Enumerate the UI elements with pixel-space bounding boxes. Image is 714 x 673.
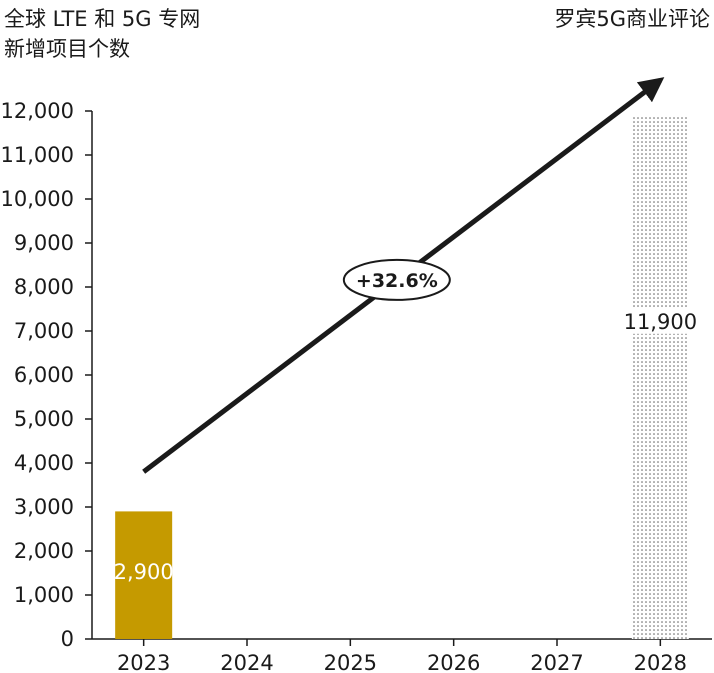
chart-title: 全球 LTE 和 5G 专网 新增项目个数 — [4, 4, 200, 64]
bar-value-label: 2,900 — [114, 560, 174, 584]
bar-value-label: 11,900 — [624, 310, 697, 334]
y-tick-label: 0 — [61, 627, 74, 651]
actual-bar — [115, 511, 173, 639]
y-tick-label: 11,000 — [1, 143, 74, 167]
x-tick-label: 2025 — [324, 651, 377, 673]
y-tick-label: 4,000 — [14, 451, 74, 475]
bar-value-label-bg — [626, 307, 695, 334]
x-tick-label: 2027 — [530, 651, 583, 673]
x-tick-label: 2023 — [117, 651, 170, 673]
x-tick-label: 2024 — [220, 651, 273, 673]
y-tick-label: 10,000 — [1, 187, 74, 211]
source-label: 罗宾5G商业评论 — [554, 7, 710, 31]
chart-title-line-1: 全球 LTE 和 5G 专网 — [4, 7, 201, 31]
growth-rate-ellipse — [342, 258, 451, 301]
y-tick-label: 12,000 — [1, 99, 74, 123]
y-tick-label: 9,000 — [14, 231, 74, 255]
y-tick-label: 5,000 — [14, 407, 74, 431]
y-tick-label: 7,000 — [14, 319, 74, 343]
x-tick-label: 2028 — [634, 651, 687, 673]
y-tick-label: 1,000 — [14, 583, 74, 607]
y-tick-label: 2,000 — [14, 539, 74, 563]
y-tick-label: 6,000 — [14, 363, 74, 387]
chart-title-line-2: 新增项目个数 — [4, 37, 130, 61]
y-tick-label: 8,000 — [14, 275, 74, 299]
x-tick-label: 2026 — [427, 651, 480, 673]
forecast-bar — [631, 115, 689, 639]
growth-rate-label: +32.6% — [356, 270, 438, 292]
y-tick-label: 3,000 — [14, 495, 74, 519]
